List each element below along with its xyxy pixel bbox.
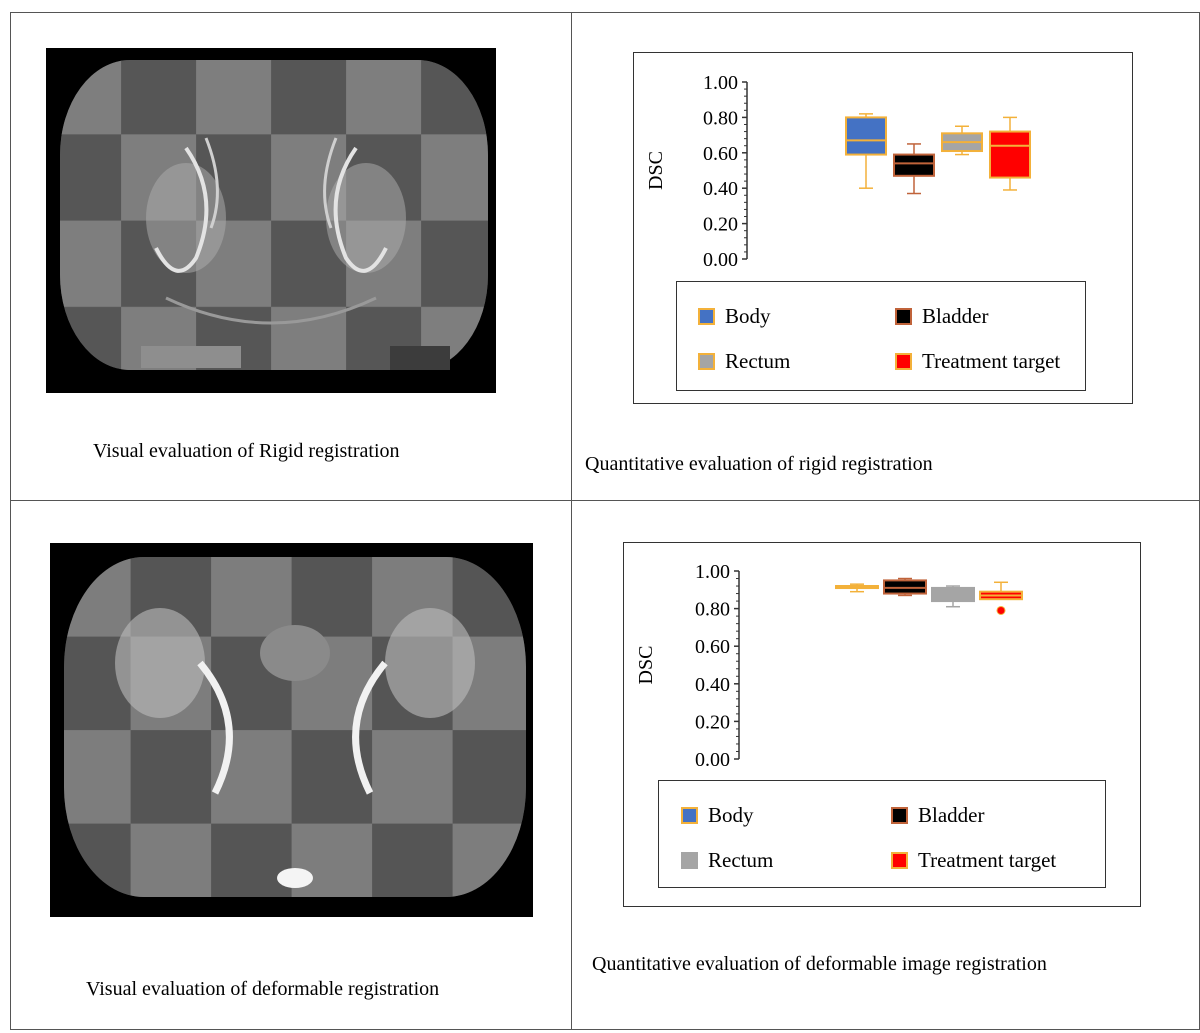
checker-tile — [452, 823, 526, 897]
legend-item-body: Body — [698, 304, 771, 329]
legend-swatch-bladder — [895, 308, 912, 325]
legend-swatch-treatment-target — [891, 852, 908, 869]
checker-tile — [211, 557, 292, 637]
checker-tile — [291, 557, 373, 637]
y-tick-label: 0.40 — [703, 178, 738, 200]
checker-tile — [196, 60, 272, 135]
checker-tile — [421, 220, 488, 308]
legend-label-rectum: Rectum — [708, 848, 774, 872]
y-tick-label: 0.60 — [703, 143, 738, 165]
box-bladder — [893, 143, 935, 195]
y-tick-label: 1.00 — [695, 561, 730, 583]
box-iqr — [989, 130, 1031, 179]
checker-tile — [60, 134, 122, 221]
box-iqr — [845, 116, 887, 156]
legend-swatch-body — [698, 308, 715, 325]
outlier-point — [996, 605, 1006, 615]
legend-label-rectum: Rectum — [725, 349, 791, 373]
y-tick-label: 0.00 — [703, 249, 738, 271]
legend-item-rectum: Rectum — [698, 349, 790, 374]
y-tick-label: 0.00 — [695, 749, 730, 771]
checker-tile — [60, 306, 122, 370]
y-axis-label: DSC — [645, 151, 667, 190]
rigid-chart-box: 0.00 0.20 0.40 0.60 0.80 1.00 DSC Body Bladder… — [633, 52, 1133, 404]
checker-tile — [452, 557, 526, 637]
legend-swatch-body — [681, 807, 698, 824]
y-tick-label: 0.60 — [695, 636, 730, 658]
y-axis-label: DSC — [635, 646, 657, 685]
column-divider — [571, 12, 572, 1030]
box-body — [835, 583, 879, 593]
legend-swatch-rectum — [698, 353, 715, 370]
legend-swatch-bladder — [891, 807, 908, 824]
box-iqr — [893, 153, 935, 177]
legend-label-treatment-target: Treatment target — [922, 349, 1061, 373]
deformable-boxplot-chart: 0.00 0.20 0.40 0.60 0.80 1.00 DSC — [635, 561, 1023, 771]
box-treatment-target — [979, 581, 1023, 615]
rigid-checkerboard-image — [46, 48, 496, 393]
legend-item-bladder: Bladder — [891, 803, 984, 828]
y-tick-label: 0.40 — [695, 674, 730, 696]
checker-tile — [211, 823, 292, 897]
checker-tile — [271, 306, 347, 370]
checker-tile — [60, 60, 122, 135]
row-divider — [10, 500, 1200, 501]
deformable-chart-box: 0.00 0.20 0.40 0.60 0.80 1.00 DSC Body Bladder… — [623, 542, 1141, 907]
legend-label-bladder: Bladder — [918, 803, 985, 827]
legend-label-body: Body — [708, 803, 754, 827]
rigid-chart-legend: Body Bladder Rectum Treatment target — [676, 281, 1086, 391]
deformable-visual-caption: Visual evaluation of deformable registra… — [86, 978, 440, 1000]
y-tick-label: 0.20 — [703, 214, 738, 236]
box-rectum — [931, 585, 975, 608]
rigid-visual-caption: Visual evaluation of Rigid registration — [93, 440, 400, 462]
legend-item-rectum: Rectum — [681, 848, 773, 873]
legend-item-bladder: Bladder — [895, 304, 988, 329]
legend-item-treatment-target: Treatment target — [895, 349, 1060, 374]
checker-tile — [372, 823, 453, 897]
box-rectum — [941, 125, 983, 156]
checker-tile — [346, 60, 422, 135]
legend-item-body: Body — [681, 803, 754, 828]
legend-label-bladder: Bladder — [922, 304, 989, 328]
checker-tile — [64, 557, 131, 637]
checker-tile — [372, 730, 453, 824]
checker-tile — [421, 134, 488, 221]
checker-tile — [421, 60, 488, 135]
checker-tile — [271, 60, 347, 135]
box-treatment-target — [989, 116, 1031, 191]
deformable-chart-legend: Body Bladder Rectum Treatment target — [658, 780, 1106, 888]
rigid-quant-caption: Quantitative evaluation of rigid registr… — [585, 453, 933, 475]
checker-tile — [130, 730, 212, 824]
checker-tile — [452, 730, 526, 824]
checker-tile — [130, 823, 212, 897]
legend-item-treatment-target: Treatment target — [891, 848, 1056, 873]
checker-tile — [64, 730, 131, 824]
y-tick-label: 0.80 — [703, 107, 738, 129]
box-bladder — [883, 577, 927, 597]
deformable-checkerboard-image — [50, 543, 533, 917]
checker-tile — [64, 823, 131, 897]
legend-swatch-treatment-target — [895, 353, 912, 370]
legend-swatch-rectum — [681, 852, 698, 869]
y-tick-label: 1.00 — [703, 72, 738, 94]
legend-label-treatment-target: Treatment target — [918, 848, 1057, 872]
checker-tile — [60, 220, 122, 308]
deformable-quant-caption: Quantitative evaluation of deformable im… — [592, 953, 1047, 975]
rigid-boxplot-chart: 0.00 0.20 0.40 0.60 0.80 1.00 DSC — [645, 72, 1031, 271]
y-tick-label: 0.20 — [695, 711, 730, 733]
box-body — [845, 113, 887, 189]
checker-tile — [121, 60, 197, 135]
y-tick-label: 0.80 — [695, 599, 730, 621]
legend-label-body: Body — [725, 304, 771, 328]
